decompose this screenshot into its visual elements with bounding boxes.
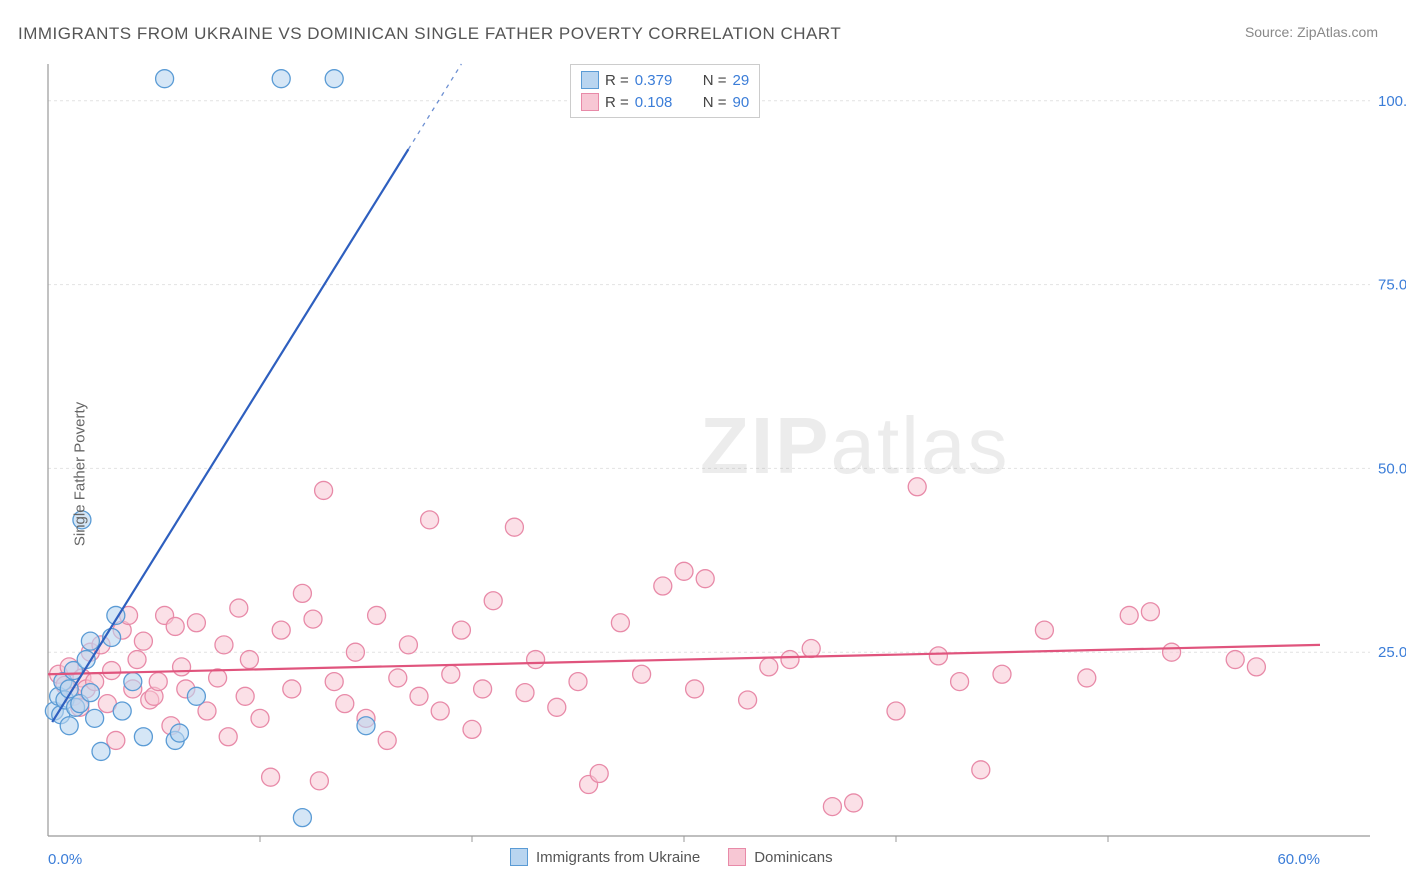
r-label: R = (605, 72, 629, 89)
n-label: N = (703, 72, 727, 89)
legend-swatch (728, 848, 746, 866)
series-name: Immigrants from Ukraine (536, 849, 700, 866)
y-axis-label: Single Father Poverty (72, 402, 89, 546)
n-value: 29 (733, 72, 750, 89)
legend-swatch (581, 93, 599, 111)
svg-text:0.0%: 0.0% (48, 851, 82, 868)
chart-title: IMMIGRANTS FROM UKRAINE VS DOMINICAN SIN… (18, 24, 841, 44)
svg-text:75.0%: 75.0% (1378, 277, 1406, 294)
r-value: 0.379 (635, 72, 687, 89)
r-label: R = (605, 94, 629, 111)
scatter-chart: 25.0% 50.0% 75.0% 100.0% 0.0% 60.0% (0, 56, 1406, 892)
source-credit: Source: ZipAtlas.com (1245, 24, 1378, 40)
chart-container: Single Father Poverty 25.0% 50.0% 75.0% 100… (0, 56, 1406, 892)
source-link[interactable]: ZipAtlas.com (1297, 24, 1378, 40)
n-value: 90 (733, 94, 750, 111)
r-value: 0.108 (635, 94, 687, 111)
legend-item: Immigrants from Ukraine (510, 848, 700, 866)
svg-text:100.0%: 100.0% (1378, 93, 1406, 110)
correlation-legend: R = 0.379 N = 29 R = 0.108 N = 90 (570, 64, 760, 118)
svg-text:60.0%: 60.0% (1277, 851, 1320, 868)
legend-item: Dominicans (728, 848, 832, 866)
series-legend: Immigrants from Ukraine Dominicans (510, 848, 833, 866)
n-label: N = (703, 94, 727, 111)
legend-swatch (581, 71, 599, 89)
source-label: Source: (1245, 24, 1297, 40)
legend-row: R = 0.379 N = 29 (581, 69, 749, 91)
svg-text:25.0%: 25.0% (1378, 644, 1406, 661)
legend-row: R = 0.108 N = 90 (581, 91, 749, 113)
legend-swatch (510, 848, 528, 866)
svg-text:50.0%: 50.0% (1378, 460, 1406, 477)
series-name: Dominicans (754, 849, 832, 866)
